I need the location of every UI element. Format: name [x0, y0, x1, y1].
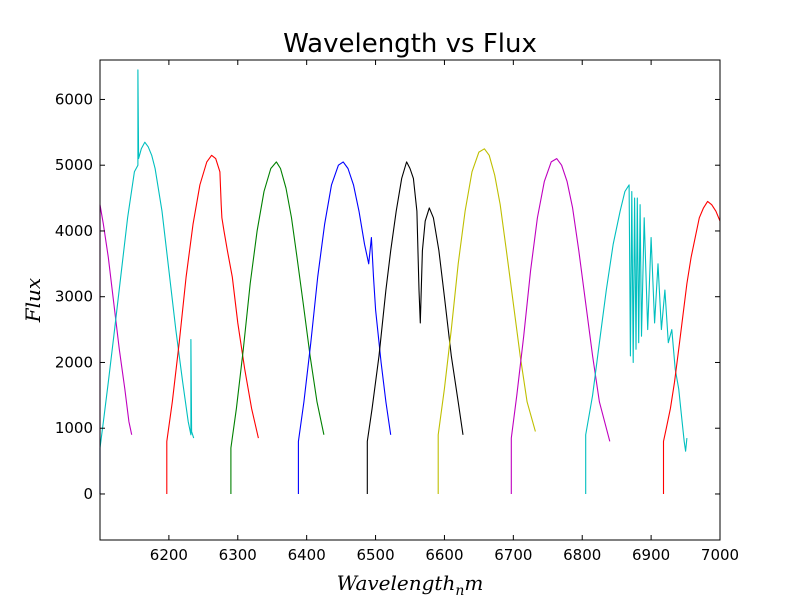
- x-axis-label-subscript: n: [455, 583, 464, 599]
- series-layer: [99, 69, 721, 494]
- ticks-layer: 6200 6300 6400 6500 6600 6700 6800 6900 7000 0 100…: [55, 60, 739, 564]
- series-line-7: [437, 148, 536, 494]
- x-tick-label: 6700: [494, 546, 532, 564]
- x-tick-label: 6800: [563, 546, 601, 564]
- series-line-6: [366, 161, 464, 494]
- x-tick-label: 6400: [288, 546, 326, 564]
- x-axis-label-base: Wavelength: [337, 571, 456, 595]
- plot-frame: [99, 59, 721, 541]
- y-tick-label: 4000: [55, 222, 93, 240]
- y-axis-label: Flux: [21, 278, 45, 323]
- series-line-1: [99, 204, 133, 494]
- y-tick-label: 3000: [55, 288, 93, 306]
- x-axis-label-tail: m: [464, 571, 483, 595]
- x-tick-label: 7000: [701, 546, 739, 564]
- x-tick-label: 6200: [150, 546, 188, 564]
- y-tick-label: 0: [83, 485, 93, 503]
- series-line-8: [510, 158, 611, 494]
- y-tick-label: 2000: [55, 353, 93, 371]
- series-line-4: [230, 161, 325, 494]
- x-tick-label: 6900: [632, 546, 670, 564]
- series-line-9: [585, 184, 688, 494]
- series-line-2: [99, 69, 195, 494]
- x-tick-label: 6600: [425, 546, 463, 564]
- series-line-5: [297, 161, 392, 494]
- series-line-10: [662, 200, 721, 494]
- series-line-3: [166, 154, 259, 494]
- y-tick-label: 5000: [55, 156, 93, 174]
- y-tick-label: 1000: [55, 419, 93, 437]
- y-tick-label: 6000: [55, 90, 93, 108]
- x-tick-label: 6300: [219, 546, 257, 564]
- x-tick-label: 6500: [356, 546, 394, 564]
- chart-title: Wavelength vs Flux: [283, 29, 537, 59]
- x-axis-label: Wavelengthnm: [337, 571, 484, 599]
